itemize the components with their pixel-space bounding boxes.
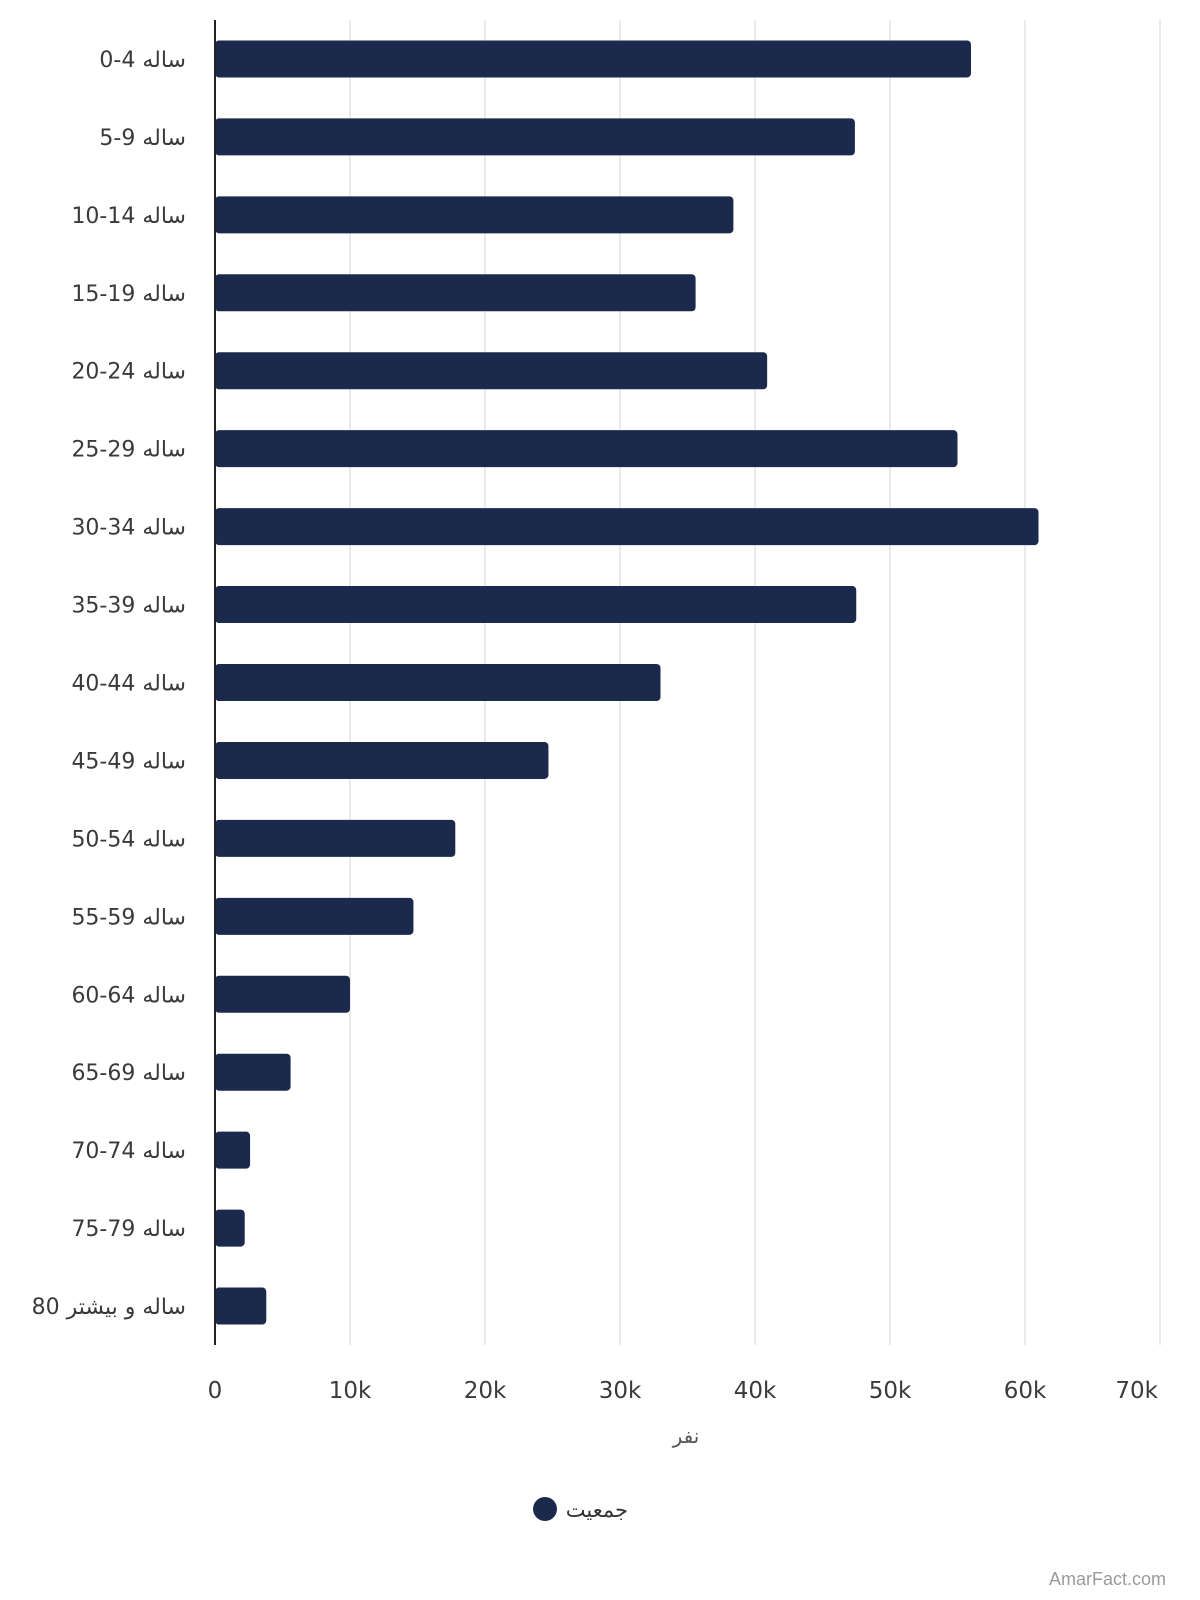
legend-label: جمعیت — [566, 1498, 628, 1522]
x-tick-label: 30k — [599, 1378, 642, 1404]
x-tick-label: 50k — [869, 1378, 912, 1404]
x-tick-labels: 0 10k 20k 30k 40k 50k 60k 70k — [208, 1378, 1159, 1404]
x-tick-label: 70k — [1115, 1378, 1158, 1404]
legend-swatch — [533, 1497, 557, 1521]
category-label: 60-64 ساله — [71, 983, 186, 1008]
category-label: 10-14 ساله — [71, 204, 186, 229]
category-label: 20-24 ساله — [71, 360, 186, 385]
category-label: 65-69 ساله — [71, 1061, 186, 1086]
category-label: 80 ساله و بیشتر — [32, 1295, 186, 1320]
bar[interactable] — [215, 664, 661, 701]
bar[interactable] — [215, 1053, 291, 1091]
bar[interactable] — [215, 118, 855, 156]
bar[interactable] — [215, 1131, 251, 1169]
x-tick-label: 40k — [734, 1378, 777, 1404]
bar[interactable] — [215, 430, 958, 468]
bar[interactable] — [215, 196, 734, 234]
x-axis-title: نفر — [672, 1424, 700, 1448]
x-tick-label: 10k — [329, 1378, 372, 1404]
bar[interactable] — [215, 741, 549, 779]
bar[interactable] — [215, 975, 350, 1013]
category-label: 50-54 ساله — [71, 827, 186, 852]
category-label: 55-59 ساله — [71, 905, 186, 930]
category-label: 15-19 ساله — [71, 282, 186, 307]
x-tick-label: 0 — [208, 1378, 223, 1404]
bar[interactable] — [215, 1209, 245, 1247]
category-label: 5-9 ساله — [99, 126, 186, 151]
bar[interactable] — [215, 1287, 267, 1325]
legend[interactable]: جمعیت — [533, 1497, 628, 1522]
bar[interactable] — [215, 586, 857, 624]
category-label: 25-29 ساله — [71, 438, 186, 463]
category-label: 40-44 ساله — [71, 672, 186, 697]
x-tick-label: 20k — [464, 1378, 507, 1404]
category-label: 35-39 ساله — [71, 594, 186, 619]
category-label: 45-49 ساله — [71, 749, 186, 774]
bar[interactable] — [215, 897, 414, 935]
x-tick-label: 60k — [1004, 1378, 1047, 1404]
bar[interactable] — [215, 508, 1039, 546]
bars — [215, 40, 1039, 1325]
category-label: 0-4 ساله — [99, 48, 186, 73]
bar[interactable] — [215, 819, 456, 857]
bar[interactable] — [215, 274, 696, 312]
bar[interactable] — [215, 40, 971, 78]
category-label: 30-34 ساله — [71, 516, 186, 541]
bar[interactable] — [215, 352, 768, 390]
category-label: 70-74 ساله — [71, 1139, 186, 1164]
category-labels: 0-4 ساله 5-9 ساله 10-14 ساله 15-19 ساله 20-2… — [32, 48, 186, 1320]
category-label: 75-79 ساله — [71, 1217, 186, 1242]
watermark: AmarFact.com — [1048, 1569, 1166, 1589]
